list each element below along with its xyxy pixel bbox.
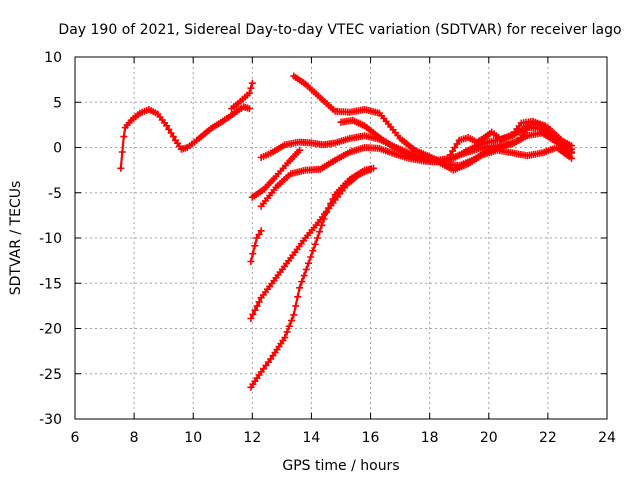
series-plus-markers: [117, 103, 253, 172]
series-plus-markers: [446, 117, 575, 159]
y-tick-label: 10: [44, 50, 62, 66]
y-tick-label: -25: [39, 367, 62, 383]
x-tick-label: 24: [598, 430, 616, 446]
y-tick-label: -10: [39, 231, 62, 247]
series-arc-9: [247, 227, 265, 265]
x-tick-label: 6: [71, 430, 80, 446]
series-plus-markers: [228, 79, 256, 113]
series-arc-7: [337, 116, 575, 174]
x-tick-label: 18: [421, 430, 439, 446]
x-tick-label: 20: [480, 430, 498, 446]
plot-frame: [74, 56, 608, 420]
x-tick-label: 10: [184, 430, 202, 446]
x-tick-label: 8: [130, 430, 139, 446]
series-plus-markers: [247, 227, 265, 265]
series-arc-11: [247, 164, 377, 391]
y-axis-label: SDTVAR / TECUs: [8, 181, 24, 296]
axis-ticks: 6 8 10 12 14 16 18 20 22 24 -30 -25 -20 -15 -10 -5 0 5 10: [39, 50, 616, 446]
x-tick-label: 12: [243, 430, 261, 446]
series-arc-2: [228, 79, 256, 113]
x-tick-label: 14: [303, 430, 321, 446]
chart-title: Day 190 of 2021, Sidereal Day-to-day VTE…: [58, 22, 621, 38]
y-tick-label: -20: [39, 322, 62, 338]
y-tick-label: -15: [39, 276, 62, 292]
series-plus-markers: [248, 146, 304, 201]
series-line: [249, 168, 372, 320]
series-line: [249, 167, 375, 389]
series-plus-markers: [337, 116, 575, 174]
series-arc-1: [117, 103, 253, 172]
x-axis-label: GPS time / hours: [282, 458, 399, 474]
series-arc-8: [446, 117, 575, 159]
y-tick-label: 0: [53, 141, 62, 157]
y-tick-label: -5: [48, 186, 62, 202]
y-tick-label: 5: [53, 95, 62, 111]
y-tick-label: -30: [39, 412, 62, 428]
series-plus-markers: [247, 164, 377, 391]
x-tick-label: 22: [539, 430, 557, 446]
data-series: [117, 72, 575, 391]
x-tick-label: 16: [362, 430, 380, 446]
series-arc-4: [248, 146, 304, 201]
grid: [75, 57, 607, 419]
